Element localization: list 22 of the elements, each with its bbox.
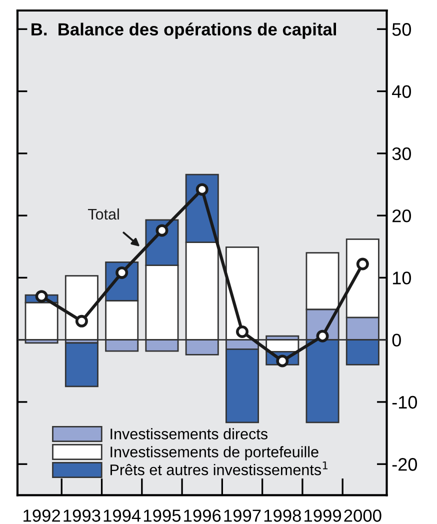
y-tick-label: -20 — [392, 458, 417, 471]
x-tick-label: 1994 — [104, 510, 141, 522]
x-tick-label: 1997 — [224, 510, 261, 522]
y-tick-label: 0 — [392, 334, 401, 347]
x-tick-label: 1999 — [304, 510, 342, 522]
x-tick-label: 1992 — [24, 510, 60, 522]
text: B. Balance des opérations de capital — [32, 22, 336, 39]
y-tick-label: 30 — [392, 147, 411, 160]
x-tick-label: 1993 — [64, 510, 100, 522]
legend-label: Investissements de portefeuille — [110, 446, 318, 460]
legend-label: Prêts et autres investissements$^{1}$ — [110, 461, 328, 476]
y-tick-label: 10 — [392, 272, 411, 284]
y-tick-label: 40 — [392, 85, 411, 98]
x-tick-label: 2000 — [344, 510, 382, 522]
x-tick-label: 1996 — [184, 510, 221, 522]
x-tick-label: 1995 — [144, 510, 181, 522]
y-tick-label: -10 — [392, 396, 417, 409]
x-tick-label: 1998 — [264, 510, 301, 522]
legend-label: Investissements directs — [110, 428, 268, 440]
y-tick-label: 50 — [392, 23, 411, 36]
y-tick-label: 20 — [392, 209, 411, 222]
text: Total — [88, 208, 119, 220]
